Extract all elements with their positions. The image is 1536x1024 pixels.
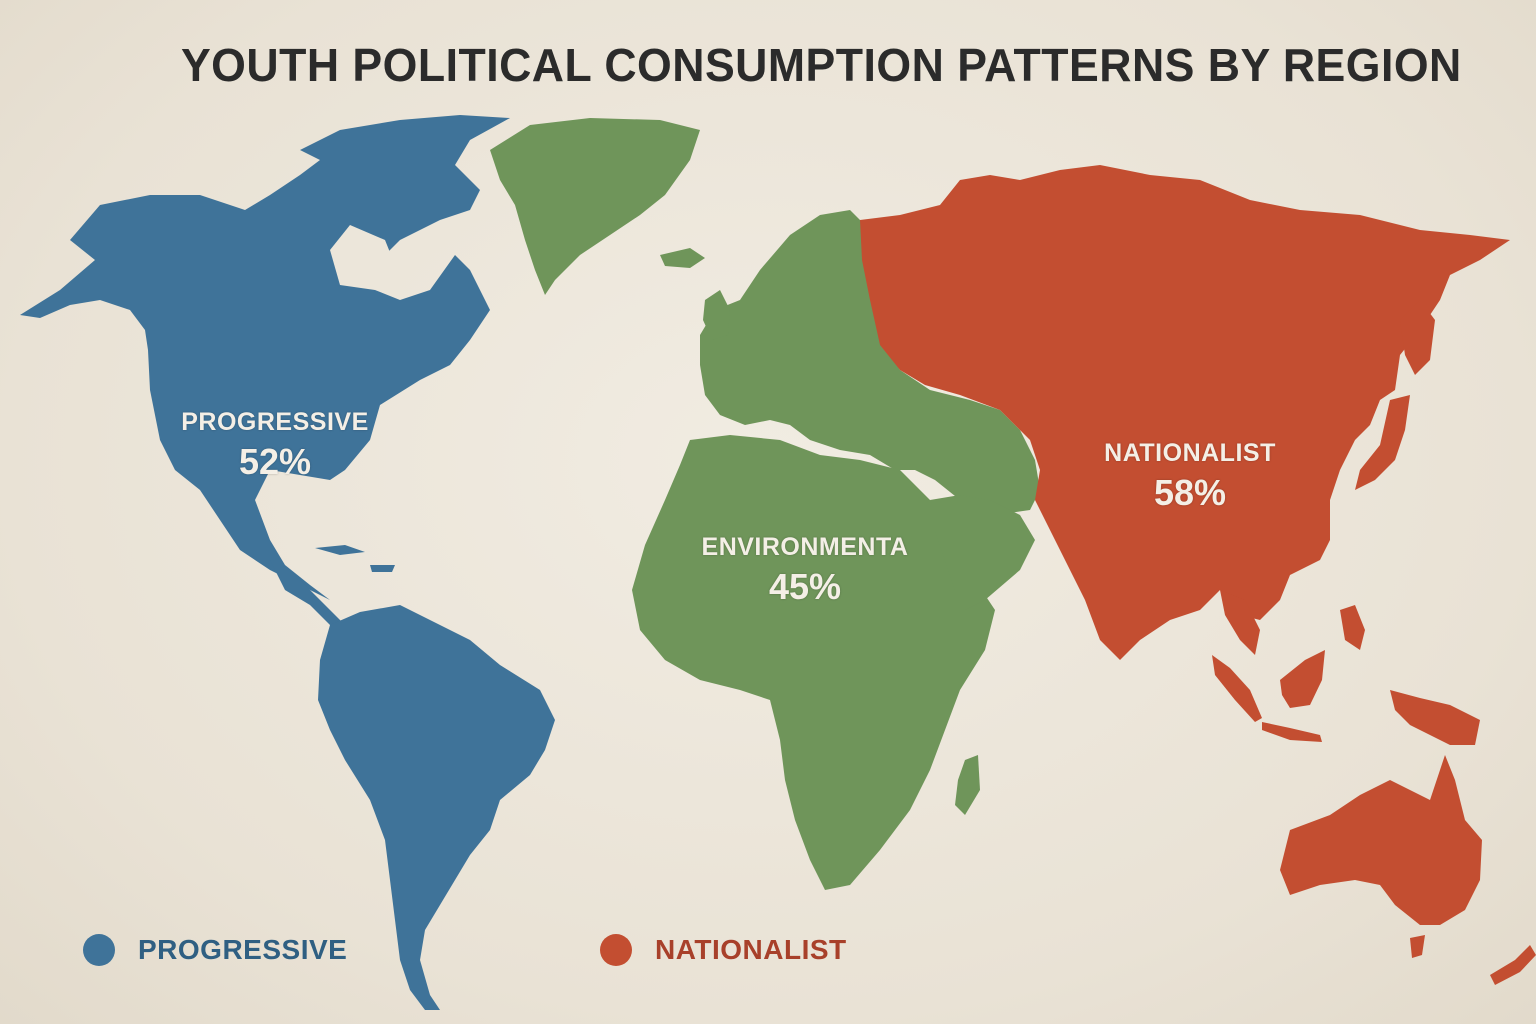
- region-label-environmental: ENVIRONMENTA 45%: [680, 533, 930, 608]
- europe-shape: [700, 210, 1040, 515]
- south-america-shape: [318, 605, 555, 1010]
- legend-label: PROGRESSIVE: [138, 934, 348, 965]
- region-label-nationalist: NATIONALIST 58%: [1090, 439, 1290, 514]
- region-name: ENVIRONMENTA: [701, 533, 909, 561]
- arabia-shape: [930, 495, 1035, 610]
- region-percentage: 52%: [238, 441, 312, 482]
- page-title: YOUTH POLITICAL CONSUMPTION PATTERNS BY …: [180, 39, 1462, 91]
- north-america-shape: [20, 115, 510, 600]
- legend-item-nationalist: NATIONALIST: [600, 934, 847, 966]
- iceland-shape: [660, 248, 705, 268]
- central-america-shape: [270, 560, 345, 625]
- australia-shape: [1280, 755, 1482, 925]
- greenland-gap: [330, 225, 395, 290]
- region-percentage: 45%: [768, 566, 842, 607]
- region-americas[interactable]: [20, 115, 555, 1010]
- region-name: NATIONALIST: [1104, 439, 1276, 467]
- southeast-asia-shape: [1220, 590, 1260, 655]
- legend-dot-icon: [600, 934, 632, 966]
- legend-dot-icon: [83, 934, 115, 966]
- kamchatka-shape: [1400, 300, 1435, 375]
- japan-shape: [1355, 395, 1410, 490]
- java-shape: [1262, 722, 1322, 742]
- new-zealand-shape: [1490, 945, 1536, 985]
- russia-asia-shape: [860, 165, 1510, 660]
- region-percentage: 58%: [1153, 472, 1227, 513]
- sumatra-shape: [1212, 655, 1262, 722]
- borneo-shape: [1280, 650, 1325, 708]
- region-europe-africa[interactable]: [490, 118, 1040, 890]
- tasmania-shape: [1410, 935, 1425, 958]
- africa-shape: [632, 435, 995, 890]
- new-guinea-shape: [1390, 690, 1480, 745]
- region-name: PROGRESSIVE: [181, 408, 369, 436]
- caribbean-shape: [315, 545, 395, 572]
- uk-shape: [703, 290, 730, 340]
- legend-item-progressive: PROGRESSIVE: [83, 934, 347, 966]
- philippines-shape: [1340, 605, 1365, 650]
- legend-label: NATIONALIST: [655, 934, 847, 965]
- region-russia-asia-oceania[interactable]: [860, 165, 1536, 985]
- madagascar-shape: [955, 755, 980, 815]
- region-label-progressive: PROGRESSIVE 52%: [165, 408, 385, 483]
- greenland-shape: [490, 118, 700, 295]
